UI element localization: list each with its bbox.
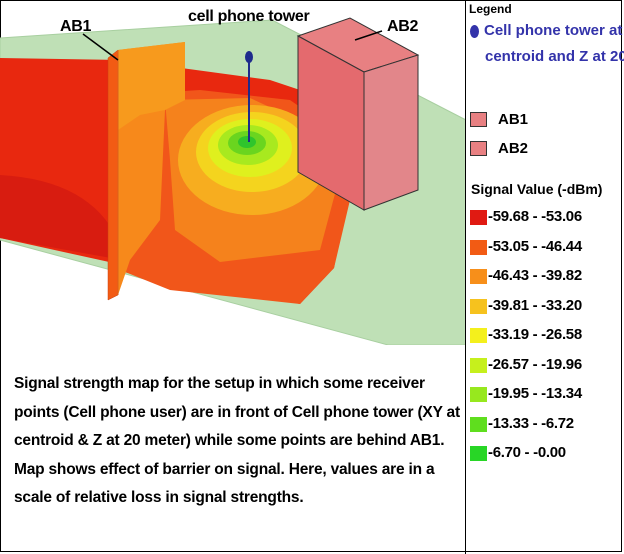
signal-class-entry: -59.68 - -53.06	[470, 208, 624, 230]
barrier-shadow	[0, 175, 122, 260]
ab2-label: AB2	[387, 18, 419, 35]
signal-class-label: -26.57 - -19.96	[488, 355, 582, 373]
figure-caption: Signal strength map for the setup in whi…	[14, 375, 460, 506]
signal-class-swatch	[470, 239, 487, 255]
legend-building-ab2: AB2	[470, 139, 620, 159]
signal-class-label: -39.81 - -33.20	[488, 296, 582, 314]
signal-class-label: -6.70 - -0.00	[488, 444, 566, 461]
signal-class-swatch	[470, 387, 487, 402]
legend-building-label: AB2	[498, 140, 529, 157]
signal-class-swatch	[470, 416, 487, 432]
signal-class-swatch	[470, 328, 487, 343]
ab1-building-side	[107, 49, 119, 301]
legend-panel: Legend Cell phone tower at XY centroid a…	[465, 0, 624, 554]
signal-class-entry: -39.81 - -33.20	[470, 297, 624, 319]
signal-class-label: -46.43 - -39.82	[488, 267, 582, 284]
tower-label: cell phone tower	[188, 8, 310, 25]
signal-class-entry: -33.19 - -26.58	[470, 326, 624, 348]
legend-tower-line1: Cell phone tower at XY	[484, 22, 624, 39]
legend-building-ab1: AB1	[470, 110, 620, 130]
building-swatch	[470, 141, 487, 156]
signal-class-label: -53.05 - -46.44	[488, 237, 582, 255]
signal-class-label: -13.33 - -6.72	[488, 414, 574, 432]
signal-class-swatch	[470, 446, 487, 461]
signal-class-entry: -26.57 - -19.96	[470, 356, 624, 378]
signal-class-entry: -53.05 - -46.44	[470, 238, 624, 260]
signal-class-swatch	[470, 210, 487, 225]
signal-class-entry: -19.95 - -13.34	[470, 385, 624, 407]
building-swatch	[470, 112, 487, 127]
signal-class-swatch	[470, 298, 487, 314]
legend-building-label: AB1	[498, 111, 529, 128]
signal-class-label: -19.95 - -13.34	[488, 385, 582, 402]
signal-class-entry: -46.43 - -39.82	[470, 267, 624, 289]
ab1-label: AB1	[60, 18, 92, 35]
heat-zone-9	[238, 136, 256, 148]
signal-class-label: -33.19 - -26.58	[488, 326, 582, 343]
legend-title: Legend	[469, 2, 512, 16]
ab2-side	[363, 54, 419, 211]
legend-tower-line2: centroid and Z at 20m	[485, 48, 624, 65]
signal-map-scene	[0, 17, 466, 345]
signal-class-swatch	[470, 269, 487, 284]
signal-class-swatch	[470, 357, 487, 373]
signal-class-entry: -6.70 - -0.00	[470, 444, 624, 466]
tower-dot-icon	[470, 25, 479, 38]
signal-legend-title: Signal Value (-dBm)	[471, 181, 603, 197]
signal-class-label: -59.68 - -53.06	[488, 208, 582, 225]
tower-top	[245, 51, 253, 63]
signal-class-entry: -13.33 - -6.72	[470, 415, 624, 437]
ab1-building-curve	[118, 42, 185, 130]
